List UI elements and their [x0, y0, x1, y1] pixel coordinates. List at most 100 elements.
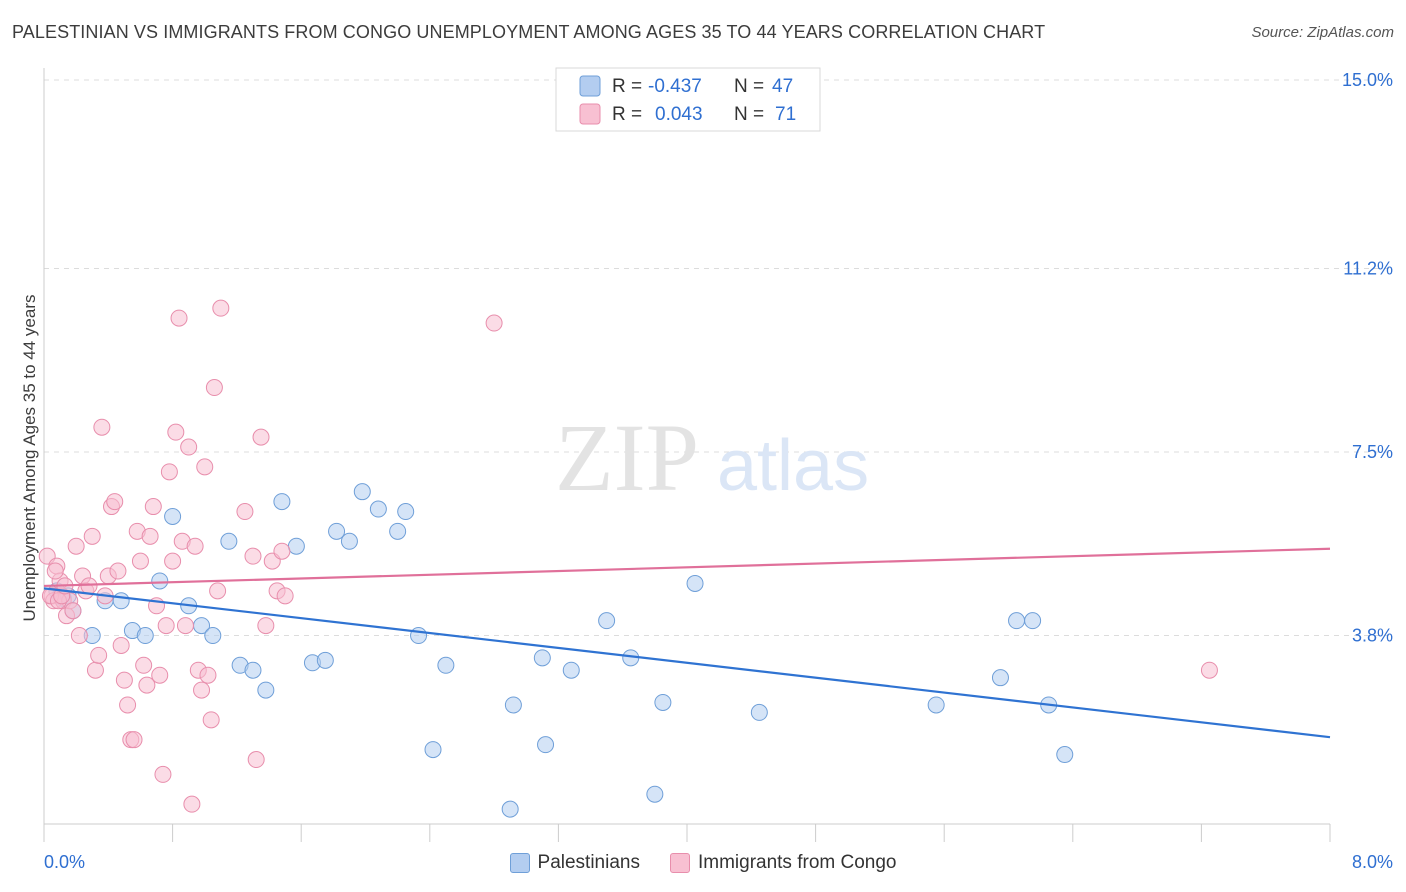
congo-point	[212, 299, 230, 317]
congo-point	[244, 547, 262, 565]
congo-point	[202, 711, 220, 729]
watermark-zip: ZIP	[555, 404, 699, 511]
legend-item-congo[interactable]: Immigrants from Congo	[669, 852, 897, 874]
palestinians-point	[927, 696, 945, 714]
congo-point	[167, 423, 185, 441]
congo-point	[157, 617, 175, 635]
trend-layer	[43, 547, 1331, 739]
palestinians-point	[353, 483, 371, 501]
palestinians-point	[204, 627, 222, 645]
congo-point	[164, 552, 182, 570]
palestinians-point	[389, 522, 407, 540]
congo-point	[46, 562, 64, 580]
palestinians-trend-line	[43, 587, 1331, 739]
palestinians-point	[646, 785, 664, 803]
palestinians-point	[654, 693, 672, 711]
palestinians-point	[410, 627, 428, 645]
congo-point	[86, 661, 104, 679]
stats-legend: R = -0.437 N = 47 R = 0.043 N = 71	[555, 67, 821, 132]
congo-point	[135, 656, 153, 674]
congo-point	[199, 666, 217, 684]
congo-point	[209, 582, 227, 600]
legend-swatch-pink	[669, 853, 690, 873]
congo-point	[80, 577, 98, 595]
congo-point	[170, 309, 188, 327]
grid-layer	[44, 79, 1390, 637]
axis-layer	[43, 68, 1331, 842]
palestinians-point	[562, 661, 580, 679]
palestinians-point	[257, 681, 275, 699]
watermark-atlas: atlas	[717, 426, 869, 506]
congo-point	[236, 503, 254, 521]
palestinians-point	[1056, 746, 1074, 764]
stats-swatch-blue	[579, 75, 601, 97]
palestinians-point	[287, 537, 305, 555]
congo-point	[90, 646, 108, 664]
palestinians-point	[437, 656, 455, 674]
palestinians-point	[136, 627, 154, 645]
congo-point	[193, 681, 211, 699]
stats-r-value: -0.437	[648, 76, 702, 97]
palestinians-point	[112, 592, 130, 610]
congo-point	[485, 314, 503, 332]
palestinians-point	[220, 532, 238, 550]
palestinians-point	[424, 741, 442, 759]
palestinians-point	[244, 661, 262, 679]
congo-point	[112, 636, 130, 654]
stats-r-label: R =	[612, 104, 642, 125]
stats-n-label: N =	[734, 104, 764, 125]
y-tick-label: 3.8%	[1352, 626, 1393, 646]
congo-point	[276, 587, 294, 605]
palestinians-point	[504, 696, 522, 714]
congo-point	[183, 795, 201, 813]
congo-point	[186, 537, 204, 555]
legend-item-palestinians[interactable]: Palestinians	[509, 852, 640, 874]
palestinians-point	[537, 736, 555, 754]
palestinians-point	[151, 572, 169, 590]
points-layer	[38, 299, 1218, 818]
chart-title: PALESTINIAN VS IMMIGRANTS FROM CONGO UNE…	[12, 22, 1046, 42]
legend-label: Immigrants from Congo	[697, 852, 897, 873]
congo-point	[1200, 661, 1218, 679]
palestinians-point	[750, 703, 768, 721]
congo-point	[131, 552, 149, 570]
stats-swatch-pink	[579, 103, 601, 125]
congo-point	[67, 537, 85, 555]
congo-point	[160, 463, 178, 481]
palestinians-point	[598, 612, 616, 630]
stats-r-value: 0.043	[655, 104, 703, 125]
congo-point	[141, 527, 159, 545]
palestinians-point	[501, 800, 519, 818]
congo-point	[119, 696, 137, 714]
congo-point	[257, 617, 275, 635]
congo-point	[138, 676, 156, 694]
y-tick-label: 15.0%	[1342, 70, 1393, 90]
congo-point	[93, 418, 111, 436]
congo-point	[273, 542, 291, 560]
palestinians-point	[164, 507, 182, 525]
congo-point	[154, 765, 172, 783]
stats-n-value: 47	[772, 76, 793, 97]
palestinians-point	[328, 522, 346, 540]
series-legend: Palestinians Immigrants from Congo	[0, 852, 1406, 874]
stats-r-label: R =	[612, 76, 642, 97]
y-tick-label: 11.2%	[1343, 258, 1393, 278]
congo-point	[176, 617, 194, 635]
stats-n-label: N =	[734, 76, 764, 97]
palestinians-point	[1024, 612, 1042, 630]
watermark: ZIP atlas	[555, 404, 869, 511]
congo-point	[64, 602, 82, 620]
y-tick-label: 7.5%	[1352, 442, 1393, 462]
palestinians-point	[340, 532, 358, 550]
x-tick-label: 0.0%	[44, 852, 85, 872]
palestinians-point	[369, 500, 387, 518]
tick-label-layer: 3.8% 7.5% 11.2% 15.0% 0.0% 8.0%	[44, 70, 1393, 872]
congo-point	[247, 751, 265, 769]
palestinians-point	[316, 651, 334, 669]
congo-point	[125, 731, 143, 749]
congo-point	[180, 438, 198, 456]
x-tick-label: 8.0%	[1352, 852, 1393, 872]
palestinians-point	[273, 493, 291, 511]
palestinians-point	[397, 503, 415, 521]
